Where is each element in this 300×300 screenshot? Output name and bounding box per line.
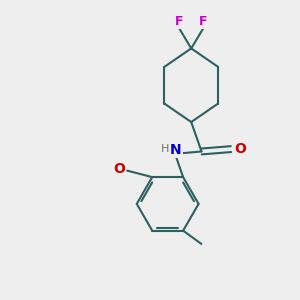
Text: O: O <box>234 142 246 156</box>
Text: N: N <box>170 143 182 157</box>
Text: F: F <box>175 15 183 28</box>
Text: H: H <box>160 144 169 154</box>
Text: F: F <box>199 15 208 28</box>
Text: O: O <box>113 162 125 176</box>
